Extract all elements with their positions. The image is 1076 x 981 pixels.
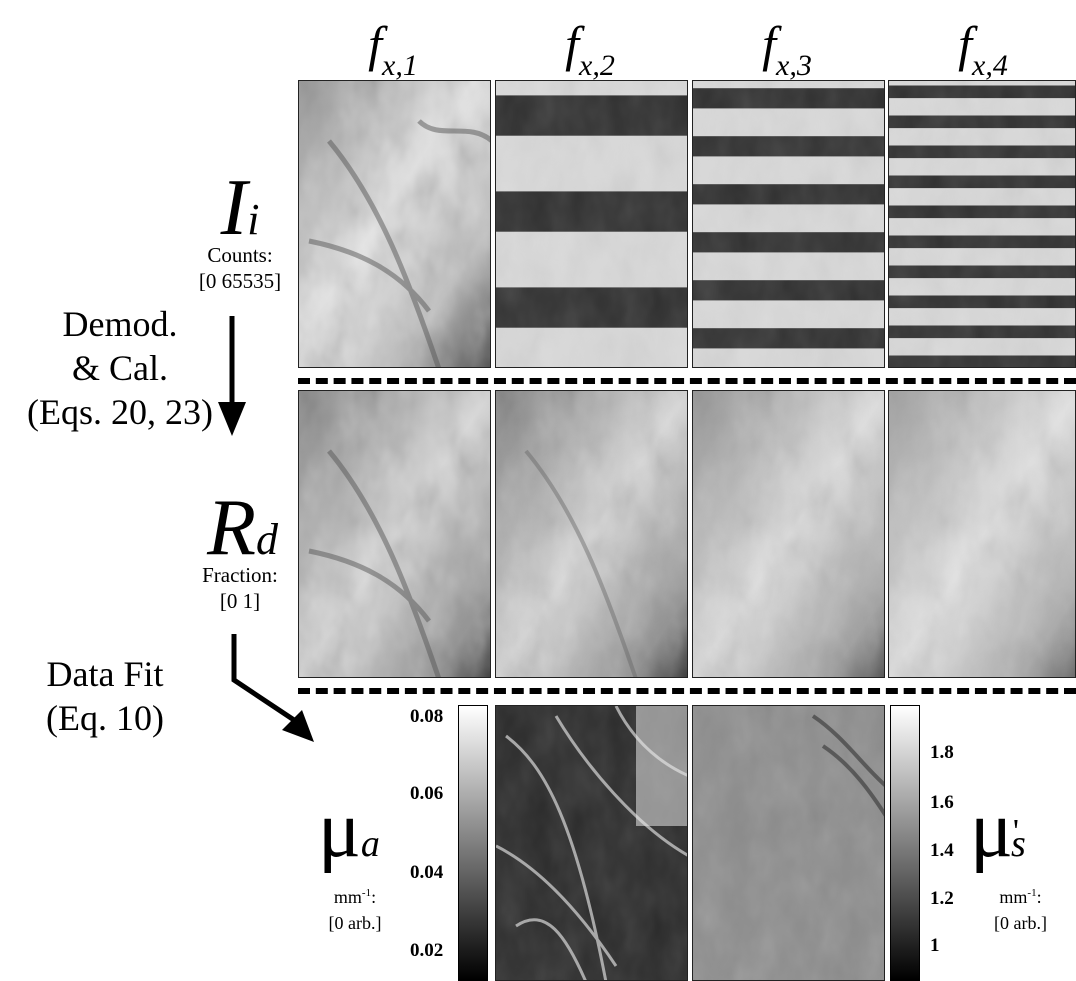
column-header-fx3: fx,3 — [762, 16, 812, 82]
image-intensity-fx3 — [692, 80, 885, 368]
mu-s-label: μ's — [970, 786, 1026, 874]
image-scattering-map — [692, 705, 885, 981]
mu-a-unit: mm-1: [0 arb.] — [328, 887, 382, 933]
mu-a-tick: 0.04 — [410, 862, 444, 883]
image-reflectance-fx4 — [888, 390, 1076, 678]
mu-s-tick: 1.8 — [930, 742, 954, 763]
image-reflectance-fx1 — [298, 390, 491, 678]
row-label-reflectance: Rd — [207, 484, 278, 572]
mu-s-tick: 1.2 — [930, 888, 954, 909]
arrow-diagonal-icon — [231, 634, 314, 742]
row-label-intensity: Ii — [220, 164, 260, 252]
image-intensity-fx2 — [495, 80, 688, 368]
mu-s-colorbar — [890, 705, 920, 981]
image-intensity-fx1 — [298, 80, 491, 368]
step-datafit-label: Data Fit (Eq. 10) — [46, 654, 164, 738]
image-reflectance-fx2 — [495, 390, 688, 678]
image-reflectance-fx3 — [692, 390, 885, 678]
mu-s-tick: 1 — [930, 935, 940, 956]
texture-overlay — [496, 81, 687, 367]
row-separator-2 — [298, 688, 1076, 694]
mu-a-tick: 0.02 — [410, 940, 444, 961]
texture-overlay — [693, 81, 884, 367]
texture-overlay — [889, 81, 1075, 367]
mu-s-tick: 1.6 — [930, 792, 954, 813]
image-absorption-map — [495, 705, 688, 981]
mu-s-tick: 1.4 — [930, 840, 954, 861]
mu-a-label: μa — [318, 786, 380, 874]
column-header-fx1: fx,1 — [368, 16, 418, 82]
mu-a-colorbar — [458, 705, 488, 981]
row-unit-reflectance: Fraction: [0 1] — [202, 563, 278, 613]
mu-s-unit: mm-1: [0 arb.] — [994, 887, 1047, 933]
column-header-fx2: fx,2 — [565, 16, 615, 82]
image-intensity-fx4 — [888, 80, 1076, 368]
row-separator-1 — [298, 378, 1076, 384]
row-unit-intensity: Counts: [0 65535] — [198, 243, 282, 293]
mu-a-tick: 0.08 — [410, 706, 444, 727]
column-header-fx4: fx,4 — [958, 16, 1008, 82]
arrow-down-icon — [218, 316, 246, 436]
mu-a-tick: 0.06 — [410, 783, 444, 804]
step-demodulation-label: Demod. & Cal. (Eqs. 20, 23) — [27, 304, 213, 432]
